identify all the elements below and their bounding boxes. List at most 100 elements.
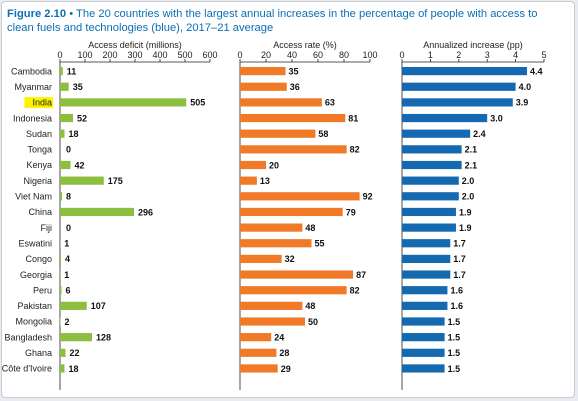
increase-bar-kenya (402, 160, 462, 170)
rate-bar-china (240, 207, 343, 217)
rate-value-label: 13 (260, 176, 270, 186)
rate-bar-kenya (240, 160, 266, 170)
rate-bar-bangladesh (240, 333, 272, 342)
deficit-value-label: 107 (91, 301, 106, 311)
increase-value-label: 2.1 (465, 160, 478, 170)
increase-value-label: 1.5 (448, 364, 461, 374)
deficit-bar-kenya (60, 160, 71, 170)
increase-value-label: 1.7 (453, 270, 466, 280)
figure-title: Figure 2.10 • The 20 countries with the … (7, 7, 567, 35)
category-label-china: China (28, 207, 52, 217)
rate-value-label: 50 (308, 317, 318, 327)
deficit-bar-mongolia (60, 317, 61, 326)
increase-bar-india (402, 98, 513, 107)
deficit-value-label: 0 (66, 223, 71, 233)
increase-bar-georgia (402, 270, 451, 279)
category-label-peru: Peru (33, 285, 52, 295)
rate-value-label: 92 (363, 192, 373, 202)
deficit-bar-ghana (60, 348, 66, 357)
increase-bar-ghana (402, 348, 445, 357)
rate-value-label: 20 (269, 160, 279, 170)
increase-bar-indonesia (402, 113, 488, 123)
deficit-tick-label: 300 (127, 50, 142, 60)
rate-bar-myanmar (240, 82, 287, 91)
increase-bar-pakistan (402, 301, 448, 310)
rate-bar-georgia (240, 270, 354, 279)
increase-bar-cote-d-ivoire (402, 364, 445, 373)
rate-tick-label: 80 (339, 50, 349, 60)
rate-tick-label: 40 (287, 50, 297, 60)
increase-value-label: 1.6 (450, 301, 463, 311)
rate-bar-congo (240, 254, 282, 263)
deficit-bar-sudan (60, 129, 65, 138)
category-label-nigeria: Nigeria (23, 176, 52, 186)
deficit-bar-congo (60, 254, 61, 263)
deficit-value-label: 8 (66, 192, 71, 202)
rate-tick-label: 60 (313, 50, 323, 60)
increase-value-label: 2.0 (462, 176, 475, 186)
increase-value-label: 1.9 (459, 207, 472, 217)
deficit-value-label: 128 (96, 332, 111, 342)
category-label-mongolia: Mongolia (15, 317, 52, 327)
category-label-myanmar: Myanmar (14, 82, 52, 92)
rate-bar-india (240, 98, 322, 107)
rate-value-label: 48 (305, 223, 315, 233)
category-label-viet-nam: Viet Nam (15, 192, 52, 202)
deficit-value-label: 4 (65, 254, 70, 264)
increase-bar-myanmar (402, 82, 516, 91)
rate-bar-ghana (240, 348, 277, 357)
title-separator: • (69, 8, 74, 20)
category-label-congo: Congo (25, 254, 52, 264)
rate-value-label: 24 (274, 332, 284, 342)
increase-axis-title: Annualized increase (pp) (423, 40, 523, 50)
deficit-value-label: 52 (77, 113, 87, 123)
rate-tick-label: 0 (237, 50, 242, 60)
rate-bar-eswatini (240, 239, 312, 248)
category-label-sudan: Sudan (26, 129, 52, 139)
increase-tick-label: 0 (399, 50, 404, 60)
deficit-tick-label: 600 (202, 50, 217, 60)
increase-tick-label: 4 (513, 50, 518, 60)
deficit-bar-cote-d-ivoire (60, 364, 65, 373)
increase-bar-mongolia (402, 317, 445, 326)
deficit-bar-cambodia (60, 67, 63, 76)
rate-value-label: 58 (318, 129, 328, 139)
deficit-value-label: 0 (66, 145, 71, 155)
rate-value-label: 82 (350, 286, 360, 296)
rate-bar-fiji (240, 223, 303, 232)
increase-tick-label: 2 (456, 50, 461, 60)
category-label-pakistan: Pakistan (17, 301, 52, 311)
deficit-bar-bangladesh (60, 333, 92, 342)
deficit-value-label: 18 (69, 364, 79, 374)
rate-bar-sudan (240, 129, 316, 138)
increase-bar-china (402, 207, 456, 217)
rate-value-label: 28 (279, 348, 289, 358)
deficit-tick-label: 100 (77, 50, 92, 60)
category-label-india: India (32, 98, 52, 108)
rate-bar-tonga (240, 145, 347, 154)
rate-bar-nigeria (240, 176, 257, 185)
increase-value-label: 1.5 (448, 332, 461, 342)
rate-value-label: 55 (315, 239, 325, 249)
deficit-value-label: 1 (64, 270, 69, 280)
increase-value-label: 1.6 (450, 286, 463, 296)
category-label-bangladesh: Bangladesh (4, 332, 52, 342)
category-label-indonesia: Indonesia (13, 113, 52, 123)
increase-tick-label: 3 (485, 50, 490, 60)
highlight-marker (24, 97, 53, 109)
deficit-bar-china (60, 207, 134, 217)
increase-value-label: 3.0 (490, 113, 503, 123)
category-label-fiji: Fiji (41, 223, 53, 233)
increase-bar-tonga (402, 145, 462, 154)
rate-value-label: 87 (356, 270, 366, 280)
deficit-value-label: 18 (69, 129, 79, 139)
deficit-value-label: 11 (67, 66, 77, 76)
increase-value-label: 1.7 (453, 254, 466, 264)
category-label-cote-d-ivoire: Côte d'Ivoire (2, 364, 52, 374)
rate-tick-label: 100 (362, 50, 377, 60)
rate-bar-viet-nam (240, 192, 360, 201)
deficit-value-label: 175 (108, 176, 123, 186)
category-label-georgia: Georgia (20, 270, 52, 280)
increase-bar-bangladesh (402, 333, 445, 342)
deficit-value-label: 1 (64, 239, 69, 249)
